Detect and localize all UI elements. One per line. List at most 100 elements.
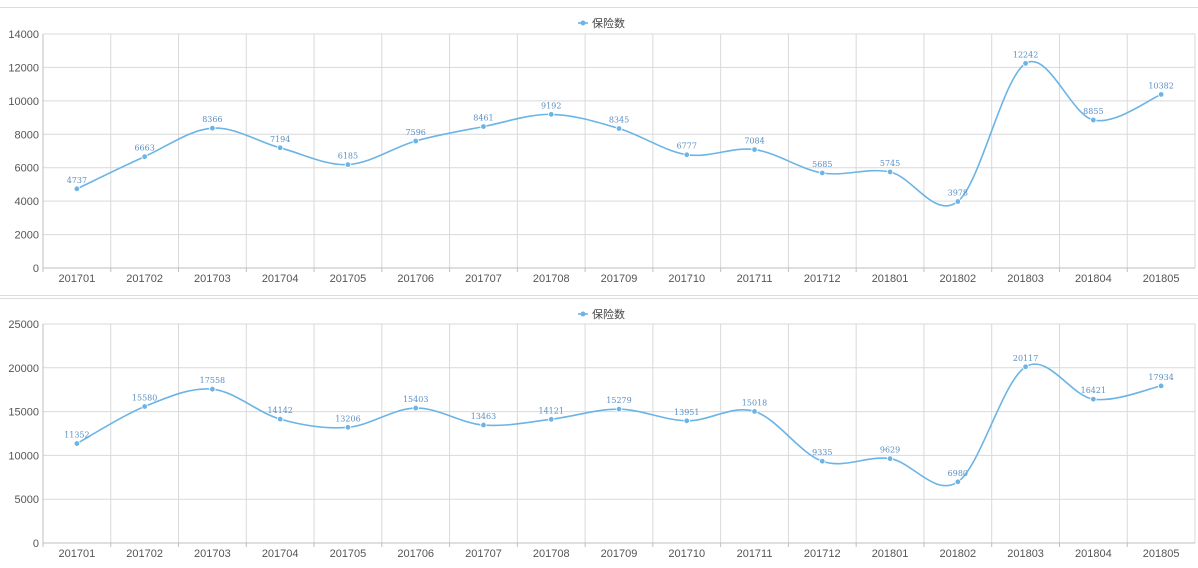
data-point[interactable]	[209, 385, 216, 393]
data-point[interactable]	[1157, 91, 1165, 98]
data-point[interactable]	[819, 458, 826, 465]
data-point[interactable]	[683, 417, 690, 424]
chart-divider	[0, 295, 1198, 296]
data-label: 5745	[880, 159, 900, 168]
data-label: 9192	[541, 101, 561, 110]
x-tick-label: 201802	[939, 548, 976, 560]
data-point[interactable]	[1090, 395, 1097, 403]
x-tick-label: 201706	[397, 548, 434, 560]
x-tick-label: 201803	[1007, 548, 1044, 560]
data-label: 14142	[267, 406, 292, 415]
data-label: 8461	[473, 114, 493, 123]
legend-label[interactable]: 保险数	[592, 307, 625, 321]
legend-marker-icon	[580, 20, 586, 26]
data-point[interactable]	[141, 403, 148, 410]
data-point[interactable]	[886, 455, 894, 462]
data-point[interactable]	[683, 151, 690, 158]
x-tick-label: 201711	[737, 548, 773, 560]
data-label: 9629	[880, 446, 900, 455]
data-label: 20117	[1013, 354, 1038, 363]
data-label: 12242	[1013, 50, 1038, 59]
x-tick-label: 201707	[465, 548, 502, 560]
data-point[interactable]	[751, 146, 758, 153]
data-point[interactable]	[886, 168, 894, 176]
data-point[interactable]	[412, 404, 419, 412]
x-tick-label: 201703	[194, 273, 231, 285]
x-tick-label: 201712	[804, 548, 841, 560]
x-tick-label: 201803	[1007, 273, 1044, 285]
data-point[interactable]	[141, 153, 148, 160]
data-label: 5685	[812, 160, 832, 169]
data-point[interactable]	[209, 124, 216, 132]
data-point[interactable]	[1022, 60, 1029, 67]
data-point[interactable]	[954, 198, 962, 205]
x-tick-label: 201801	[872, 548, 909, 560]
y-tick-label: 0	[33, 538, 39, 550]
x-tick-label: 201805	[1143, 548, 1180, 560]
data-point[interactable]	[412, 137, 419, 145]
data-point[interactable]	[73, 185, 81, 193]
x-tick-label: 201704	[262, 548, 299, 560]
x-tick-label: 201705	[330, 548, 367, 560]
data-label: 3978	[948, 189, 968, 198]
legend-marker-icon	[580, 311, 586, 317]
data-point[interactable]	[276, 415, 284, 423]
data-point[interactable]	[615, 125, 623, 132]
y-tick-label: 5000	[15, 494, 39, 506]
data-point[interactable]	[1157, 382, 1165, 390]
data-label: 11352	[64, 431, 89, 440]
line-chart-1: 0 2000 4000 6000 8000 10000 12000 14000 201701 20…	[8, 16, 1196, 285]
data-point[interactable]	[276, 144, 284, 151]
x-tick-label: 201708	[533, 548, 570, 560]
top-border	[0, 7, 1198, 8]
data-point[interactable]	[954, 478, 962, 486]
y-tick-label: 10000	[8, 450, 39, 462]
data-point[interactable]	[548, 416, 555, 423]
data-label: 6980	[948, 469, 968, 478]
x-tick-label: 201703	[194, 548, 231, 560]
y-tick-label: 12000	[8, 62, 39, 74]
data-point[interactable]	[73, 440, 81, 447]
x-tick-label: 201804	[1075, 273, 1112, 285]
y-tick-label: 4000	[15, 196, 39, 208]
x-tick-label: 201701	[59, 548, 96, 560]
x-tick-label: 201805	[1143, 273, 1180, 285]
x-tick-label: 201701	[59, 273, 96, 285]
y-tick-label: 14000	[8, 29, 39, 41]
data-point[interactable]	[615, 405, 623, 413]
data-label: 10382	[1148, 81, 1173, 90]
data-point[interactable]	[344, 161, 352, 168]
data-label: 15279	[606, 396, 631, 405]
data-point[interactable]	[751, 408, 758, 415]
data-label: 14121	[539, 406, 564, 415]
x-tick-label: 201706	[397, 273, 434, 285]
data-point[interactable]	[548, 111, 555, 118]
x-tick-label: 201705	[330, 273, 367, 285]
data-label: 9335	[812, 448, 832, 457]
data-label: 7596	[406, 128, 426, 137]
data-point[interactable]	[480, 123, 487, 130]
data-label: 17558	[200, 376, 225, 385]
data-point[interactable]	[1090, 116, 1097, 124]
data-point[interactable]	[819, 169, 826, 177]
chart-panel-2: 0 5000 10000 15000 20000 25000 201701 201702 201…	[0, 294, 1198, 568]
x-tick-label: 201710	[668, 548, 705, 560]
y-tick-label: 25000	[8, 319, 39, 331]
x-tick-label: 201802	[939, 273, 976, 285]
data-point[interactable]	[480, 421, 487, 429]
data-label: 7084	[744, 137, 764, 146]
series-line	[76, 363, 1162, 487]
x-tick-label: 201710	[668, 273, 705, 285]
x-tick-label: 201707	[465, 273, 502, 285]
data-label: 15018	[742, 398, 767, 407]
chart-divider-2	[0, 298, 1198, 299]
data-label: 6185	[338, 152, 358, 161]
y-tick-label: 15000	[8, 407, 39, 419]
y-tick-label: 2000	[15, 230, 39, 242]
data-label: 15403	[403, 395, 428, 404]
data-label: 8855	[1083, 107, 1103, 116]
data-point[interactable]	[1022, 363, 1029, 370]
y-tick-label: 20000	[8, 363, 39, 375]
legend-label[interactable]: 保险数	[592, 16, 625, 30]
data-point[interactable]	[344, 424, 352, 431]
